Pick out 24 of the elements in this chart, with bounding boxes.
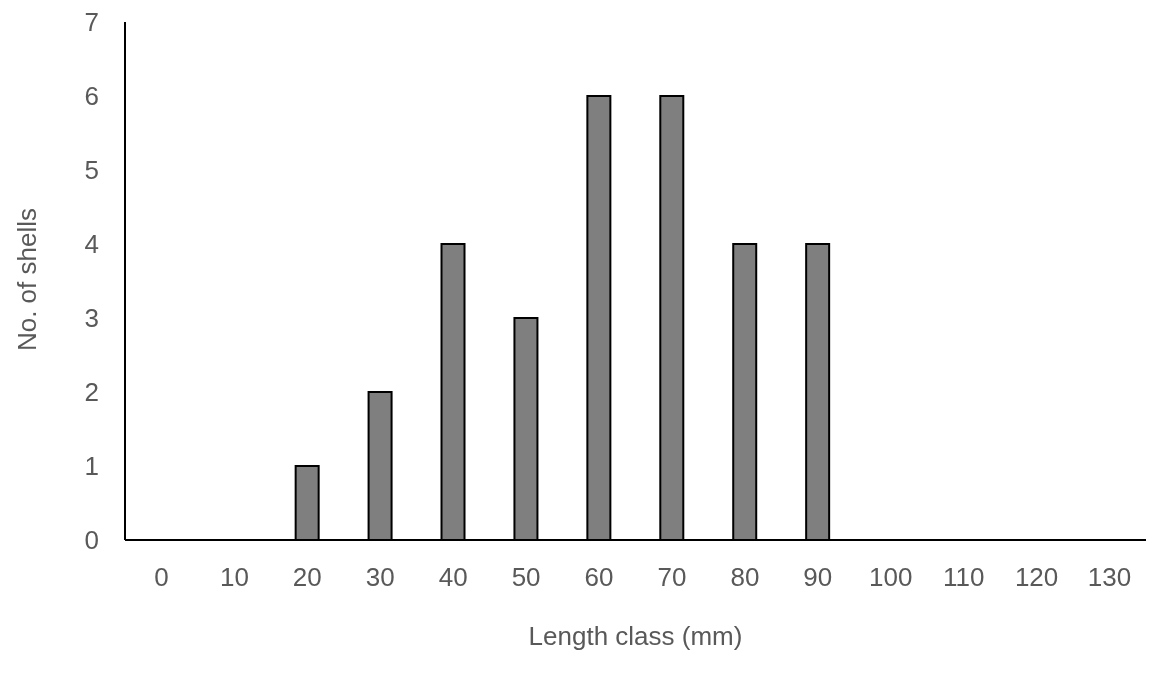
x-tick-label: 130 (1087, 562, 1132, 593)
x-tick-label: 30 (365, 562, 395, 593)
x-tick-label: 10 (219, 562, 249, 593)
y-tick-label: 0 (84, 525, 99, 556)
x-tick-label: 50 (511, 562, 541, 593)
x-tick-label: 120 (1014, 562, 1059, 593)
x-tick-label: 100 (869, 562, 913, 593)
y-tick-label: 3 (84, 303, 99, 334)
y-tick-label: 7 (84, 7, 99, 38)
x-tick-label: 60 (584, 562, 614, 593)
x-tick-label: 0 (154, 562, 169, 593)
x-tick-label: 70 (657, 562, 687, 593)
y-axis-title: No. of shells (12, 208, 42, 352)
x-tick-label: 90 (803, 562, 833, 593)
x-tick-label: 20 (292, 562, 322, 593)
y-tick-label: 5 (84, 155, 99, 186)
x-axis-title: Length class (mm) (528, 621, 743, 651)
x-tick-label: 110 (942, 562, 985, 593)
y-tick-label: 4 (84, 229, 99, 260)
x-tick-label: 80 (730, 562, 760, 593)
y-tick-label: 2 (84, 377, 99, 408)
x-tick-label: 40 (438, 562, 468, 593)
y-tick-label: 6 (84, 81, 99, 112)
y-tick-label: 1 (84, 451, 99, 482)
